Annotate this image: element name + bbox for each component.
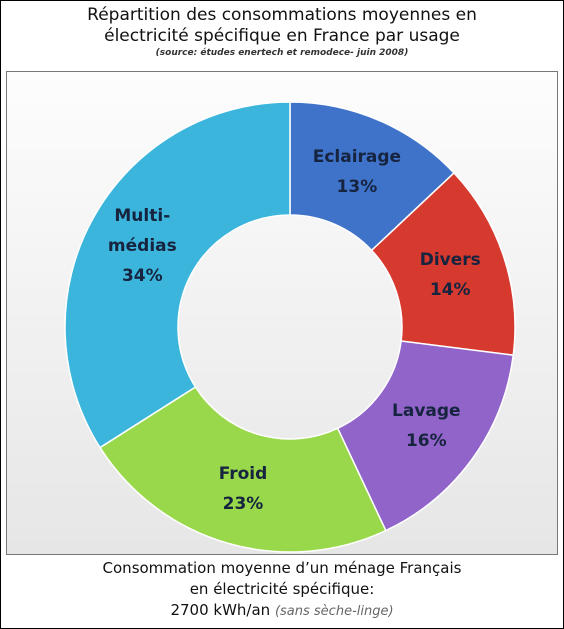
chart-subtitle: (source: études enertech et remodece- ju… — [155, 48, 409, 58]
chart-title: Répartition des consommations moyennes e… — [87, 5, 477, 25]
segment-label: Eclairage 13% — [313, 142, 401, 202]
category-label: Lavage — [392, 401, 461, 422]
donut-segment — [64, 101, 291, 449]
value-label: 13% — [336, 177, 378, 198]
value-label: 34% — [121, 265, 163, 286]
segment-label: Froid 23% — [219, 459, 268, 519]
segment-label: Lavage 16% — [392, 396, 461, 456]
footer-line: en électricité spécifique: — [189, 580, 375, 598]
chart — [64, 101, 516, 553]
category-label: Multi-médias — [107, 205, 177, 256]
segment-label: Divers 14% — [420, 245, 481, 305]
footer-total: 2700 kWh/an — [170, 601, 271, 619]
footer-note: (sans sèche-linge) — [274, 604, 394, 619]
footer-line: 2700 kWh/an (sans sèche-linge) — [1, 601, 563, 619]
donut-segment — [336, 340, 515, 532]
segment-label: Multi-médias 34% — [97, 201, 187, 291]
category-label: Divers — [419, 249, 481, 270]
value-label: 23% — [222, 493, 264, 514]
chart-panel: Eclairage 13% Divers 14% Lavage 16% Froid 23% Mu… — [6, 71, 558, 555]
value-label: 16% — [405, 431, 447, 452]
category-label: Froid — [218, 463, 268, 484]
chart-title: électricité spécifique en France par usa… — [104, 26, 460, 46]
value-label: 14% — [429, 279, 471, 300]
footer-line: Consommation moyenne d’un ménage Françai… — [102, 559, 462, 577]
donut-segment — [98, 385, 387, 553]
category-label: Eclairage — [312, 147, 402, 168]
